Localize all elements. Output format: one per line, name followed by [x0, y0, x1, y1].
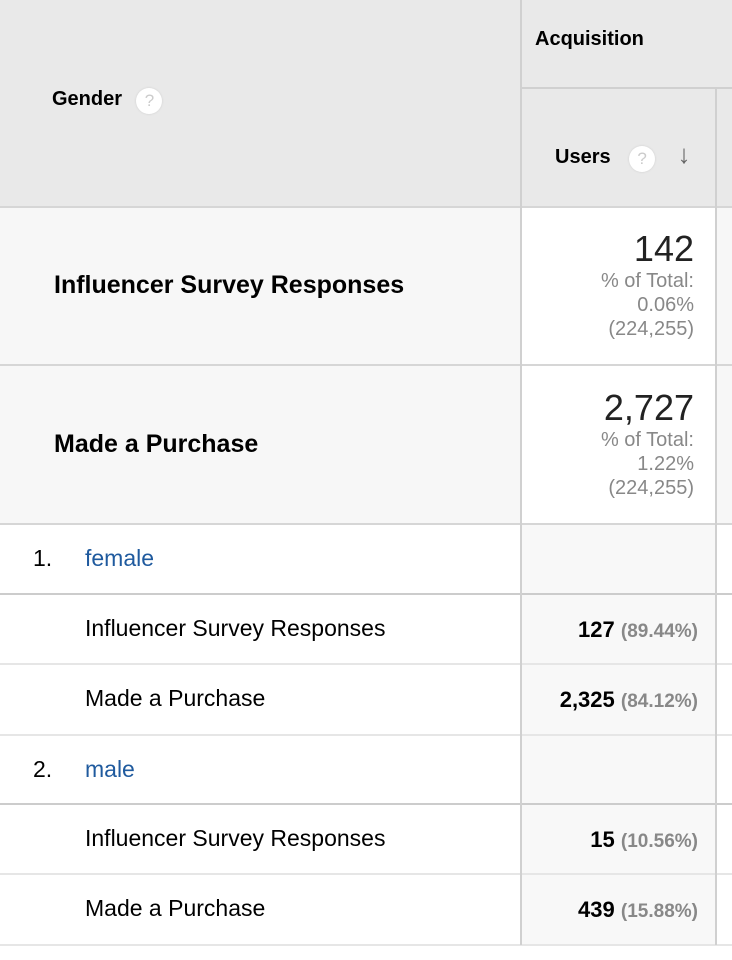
empty-cell [522, 525, 716, 595]
dimension-link[interactable]: male [85, 756, 135, 782]
users-label: Users [555, 146, 611, 168]
divider [0, 803, 732, 805]
divider [0, 873, 732, 875]
empty-cell [522, 736, 716, 806]
total-value: 142 [633, 228, 694, 269]
pct-value: 0.06% [637, 294, 694, 316]
users-pct: (84.12%) [620, 691, 698, 712]
row-index: 2. [33, 756, 53, 782]
dimension-link[interactable]: female [85, 545, 155, 571]
summary-row: Influencer Survey Responses 142 % of Tot… [0, 207, 732, 365]
users-cell: 439 (15.88%) [522, 875, 716, 945]
divider [0, 663, 732, 665]
summary-value: 2,727 % of Total: 1.22% (224,255) [522, 366, 716, 524]
summary-label: Made a Purchase [54, 430, 259, 458]
users-pct: (10.56%) [620, 831, 698, 852]
summary-value: 142 % of Total: 0.06% (224,255) [522, 207, 716, 365]
grand-total: (224,255) [608, 318, 694, 340]
divider [0, 523, 732, 525]
total-value: 2,727 [603, 387, 694, 428]
users-value: 439 [578, 897, 615, 922]
users-value: 127 [578, 617, 615, 642]
table-row: Influencer Survey Responses 15 (10.56%) [0, 805, 732, 875]
pct-value: 1.22% [637, 453, 694, 475]
table-row: Made a Purchase 439 (15.88%) [0, 875, 732, 945]
summary-label: Influencer Survey Responses [54, 271, 405, 299]
users-value: 2,325 [559, 687, 615, 712]
table-header [0, 0, 732, 207]
users-pct: (15.88%) [620, 901, 698, 922]
segment-label: Made a Purchase [85, 685, 266, 711]
gender-label: Gender [52, 88, 123, 111]
users-cell: 15 (10.56%) [522, 805, 716, 875]
segment-label: Influencer Survey Responses [85, 825, 386, 851]
users-cell: 2,325 (84.12%) [522, 665, 716, 735]
divider [0, 364, 732, 366]
grand-total: (224,255) [608, 477, 694, 499]
table-row: 1. female [0, 525, 732, 595]
users-cell: 127 (89.44%) [522, 595, 716, 665]
sort-descending-icon[interactable]: ↓ [677, 139, 691, 169]
gender-header[interactable]: Gender ? [52, 88, 163, 114]
help-icon[interactable]: ? [629, 145, 656, 172]
users-column-header[interactable]: Users ? ↓ [555, 139, 691, 172]
table-row: 2. male [0, 736, 732, 806]
table-row: Influencer Survey Responses 127 (89.44%) [0, 595, 732, 665]
table-row: Made a Purchase 2,325 (84.12%) [0, 665, 732, 735]
divider [715, 88, 717, 945]
users-pct: (89.44%) [620, 621, 698, 642]
divider [0, 734, 732, 736]
users-value: 15 [590, 827, 615, 852]
acquisition-group-header: Acquisition [535, 28, 644, 50]
divider [522, 87, 732, 89]
row-index: 1. [33, 545, 53, 571]
divider [0, 944, 732, 946]
divider [0, 206, 732, 208]
divider [0, 593, 732, 595]
help-icon[interactable]: ? [136, 88, 163, 114]
pct-label: % of Total: [600, 429, 694, 451]
pct-label: % of Total: [600, 270, 694, 292]
divider [520, 0, 522, 945]
segment-label: Made a Purchase [85, 895, 266, 921]
summary-row: Made a Purchase 2,727 % of Total: 1.22% … [0, 366, 732, 524]
segment-label: Influencer Survey Responses [85, 615, 386, 641]
